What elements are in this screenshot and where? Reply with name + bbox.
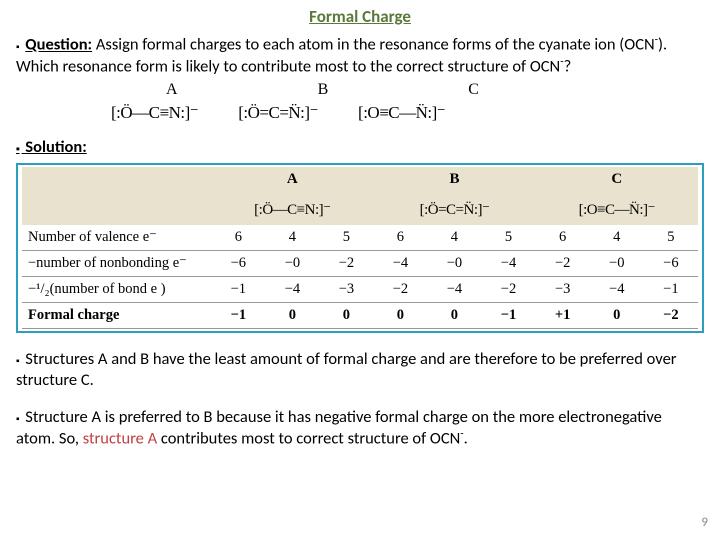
cell: 6 xyxy=(536,225,590,251)
resonance-forms-row: [:Ö—C≡N:]⁻ [:Ö=C=N̈:]⁻ [:O≡C—N̈:]⁻ xyxy=(111,103,704,123)
solution-label: Solution: xyxy=(25,137,87,157)
footnote-2b: contributes most to correct structure of… xyxy=(157,429,460,449)
cell: −2 xyxy=(536,251,590,277)
formal-charge-table: A B C [:Ö—C≡N:]⁻ [:Ö=C=N̈:]⁻ [:O≡C—N̈:]⁻… xyxy=(22,167,698,329)
footnote-2: ▪ Structure A is preferred to B because … xyxy=(16,407,704,450)
row-label: Formal charge xyxy=(22,303,211,329)
table-header-b: B xyxy=(373,167,535,200)
row-label: Number of valence e⁻ xyxy=(22,225,211,251)
cell: −1 xyxy=(211,277,265,303)
cell: 6 xyxy=(211,225,265,251)
table-row: Formal charge −1 0 0 0 0 −1 +1 0 −2 xyxy=(22,303,698,329)
cell: −1 xyxy=(644,277,698,303)
bullet-icon: ▪ xyxy=(16,40,20,53)
cell: 4 xyxy=(427,225,481,251)
resonance-label-a: A xyxy=(166,81,178,99)
cell: 5 xyxy=(481,225,535,251)
lewis-form-c: [:O≡C—N̈:]⁻ xyxy=(358,103,445,123)
page-title: Formal Charge xyxy=(16,6,704,27)
cell: −2 xyxy=(644,303,698,329)
bullet-icon: ▪ xyxy=(16,412,20,425)
cell: 5 xyxy=(644,225,698,251)
footnote-2c: . xyxy=(464,429,468,449)
cell: −0 xyxy=(427,251,481,277)
cell: +1 xyxy=(536,303,590,329)
resonance-label-c: C xyxy=(468,81,479,99)
resonance-label-b: B xyxy=(318,81,329,99)
cell: −4 xyxy=(265,277,319,303)
cell: −2 xyxy=(373,277,427,303)
cell: 0 xyxy=(265,303,319,329)
cell: −4 xyxy=(373,251,427,277)
question-text-1: Assign formal charges to each atom in th… xyxy=(92,35,655,55)
table-row: −¹/₂(number of bond e ) −1 −4 −3 −2 −4 −… xyxy=(22,277,698,303)
cell: −0 xyxy=(265,251,319,277)
bullet-icon: ▪ xyxy=(16,354,20,367)
cell: −2 xyxy=(319,251,373,277)
table-lewis-a: [:Ö—C≡N:]⁻ xyxy=(211,200,373,225)
cell: −3 xyxy=(319,277,373,303)
table-lewis-blank xyxy=(22,200,211,225)
question-text-3: ? xyxy=(564,57,572,77)
table-lewis-b: [:Ö=C=N̈:]⁻ xyxy=(373,200,535,225)
cell: 6 xyxy=(373,225,427,251)
solution-header: ▪ Solution: xyxy=(16,137,704,157)
row-label: −number of nonbonding e⁻ xyxy=(22,251,211,277)
bullet-icon: ▪ xyxy=(16,142,20,155)
row-label: −¹/₂(number of bond e ) xyxy=(22,277,211,303)
cell: −2 xyxy=(481,277,535,303)
cell: −4 xyxy=(481,251,535,277)
cell: −6 xyxy=(644,251,698,277)
question-lead: Question: xyxy=(25,35,92,55)
table-header-blank xyxy=(22,167,211,200)
cell: 4 xyxy=(590,225,644,251)
cell: 0 xyxy=(590,303,644,329)
cell: 0 xyxy=(373,303,427,329)
cell: −4 xyxy=(427,277,481,303)
cell: −0 xyxy=(590,251,644,277)
table-header-a: A xyxy=(211,167,373,200)
table-row: Number of valence e⁻ 6 4 5 6 4 5 6 4 5 xyxy=(22,225,698,251)
question-text: ▪ Question: Assign formal charges to eac… xyxy=(16,33,704,77)
solution-table-wrap: A B C [:Ö—C≡N:]⁻ [:Ö=C=N̈:]⁻ [:O≡C—N̈:]⁻… xyxy=(16,163,704,333)
table-lewis-c: [:O≡C—N̈:]⁻ xyxy=(536,200,698,225)
cell: 5 xyxy=(319,225,373,251)
cell: 4 xyxy=(265,225,319,251)
cell: 0 xyxy=(427,303,481,329)
footnote-1-text: Structures A and B have the least amount… xyxy=(16,349,677,390)
table-header-c: C xyxy=(536,167,698,200)
footnote-1: ▪ Structures A and B have the least amou… xyxy=(16,349,704,390)
table-row: −number of nonbonding e⁻ −6 −0 −2 −4 −0 … xyxy=(22,251,698,277)
page-number: 9 xyxy=(701,515,708,530)
cell: −3 xyxy=(536,277,590,303)
cell: −6 xyxy=(211,251,265,277)
cell: −1 xyxy=(211,303,265,329)
lewis-form-b: [:Ö=C=N̈:]⁻ xyxy=(238,103,318,123)
cell: −4 xyxy=(590,277,644,303)
table-lewis-row: [:Ö—C≡N:]⁻ [:Ö=C=N̈:]⁻ [:O≡C—N̈:]⁻ xyxy=(22,200,698,225)
footnote-2-highlight: structure A xyxy=(83,429,157,449)
lewis-form-a: [:Ö—C≡N:]⁻ xyxy=(111,103,198,123)
table-header-row: A B C xyxy=(22,167,698,200)
cell: 0 xyxy=(319,303,373,329)
resonance-labels-row: A B C xyxy=(166,81,704,99)
cell: −1 xyxy=(481,303,535,329)
